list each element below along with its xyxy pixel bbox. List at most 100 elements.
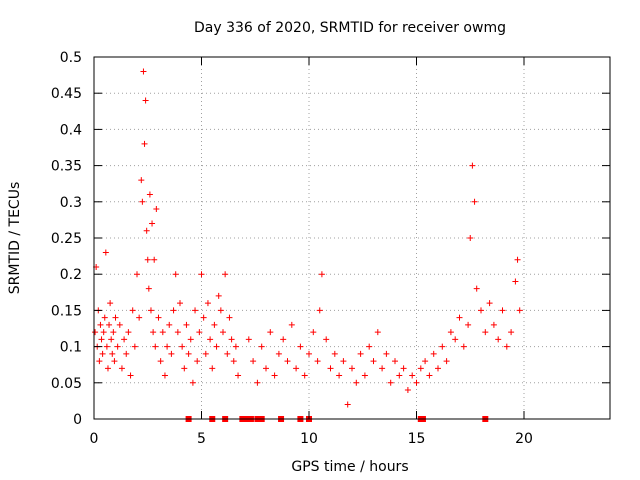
data-point bbox=[207, 336, 214, 343]
data-point bbox=[392, 358, 398, 365]
data-point bbox=[220, 329, 226, 336]
data-point bbox=[107, 300, 114, 307]
data-point bbox=[102, 249, 109, 256]
data-point bbox=[422, 358, 429, 365]
data-point bbox=[211, 321, 218, 328]
data-point bbox=[447, 329, 454, 336]
data-point bbox=[164, 343, 171, 350]
data-point bbox=[106, 321, 113, 328]
data-point bbox=[443, 358, 450, 365]
x-tick-label: 5 bbox=[197, 431, 206, 447]
data-point bbox=[198, 271, 205, 278]
data-point bbox=[196, 329, 203, 336]
data-point bbox=[396, 372, 403, 379]
y-tick-label: 0.4 bbox=[60, 122, 82, 138]
data-point bbox=[426, 372, 433, 379]
data-point bbox=[116, 321, 123, 328]
data-point bbox=[101, 314, 108, 321]
data-point bbox=[123, 350, 130, 357]
data-point bbox=[138, 177, 145, 184]
data-point bbox=[409, 372, 416, 379]
data-point bbox=[430, 350, 437, 357]
data-points bbox=[92, 68, 523, 408]
data-point bbox=[370, 358, 377, 365]
chart-title: Day 336 of 2020, SRMTID for receiver owm… bbox=[194, 20, 506, 36]
data-point bbox=[288, 321, 295, 328]
data-point bbox=[118, 365, 125, 372]
data-point bbox=[235, 372, 242, 379]
data-point bbox=[181, 365, 188, 372]
data-point bbox=[226, 314, 233, 321]
data-point bbox=[96, 358, 103, 365]
data-point bbox=[465, 321, 472, 328]
data-point bbox=[495, 336, 502, 343]
x-tick-label: 20 bbox=[515, 431, 533, 447]
data-point bbox=[499, 307, 506, 314]
data-point bbox=[512, 278, 519, 285]
data-point bbox=[147, 307, 154, 314]
x-axis-label: GPS time / hours bbox=[291, 459, 408, 475]
data-point bbox=[361, 372, 368, 379]
data-point bbox=[144, 256, 151, 263]
data-point bbox=[149, 220, 156, 227]
data-point bbox=[250, 358, 257, 365]
data-point bbox=[508, 329, 515, 336]
data-point bbox=[215, 292, 222, 299]
data-point bbox=[213, 343, 220, 350]
data-point bbox=[189, 379, 196, 386]
data-point bbox=[204, 300, 211, 307]
data-point bbox=[254, 379, 261, 386]
data-point bbox=[366, 343, 373, 350]
data-point bbox=[340, 358, 347, 365]
data-point bbox=[400, 365, 407, 372]
data-point bbox=[108, 336, 115, 343]
data-point bbox=[194, 358, 201, 365]
data-point bbox=[185, 350, 192, 357]
data-point bbox=[467, 235, 474, 241]
data-point bbox=[112, 314, 119, 321]
data-point bbox=[111, 358, 118, 365]
data-point bbox=[230, 358, 237, 365]
data-point bbox=[98, 336, 105, 343]
data-point bbox=[456, 314, 463, 321]
data-point bbox=[383, 350, 390, 357]
data-point bbox=[349, 365, 355, 372]
data-point bbox=[100, 329, 107, 336]
data-point bbox=[99, 350, 106, 357]
data-point bbox=[183, 321, 190, 328]
y-tick-label: 0 bbox=[73, 412, 82, 428]
data-point bbox=[379, 365, 386, 372]
data-point bbox=[103, 343, 110, 350]
data-point bbox=[166, 321, 173, 328]
data-point bbox=[140, 68, 147, 75]
data-point bbox=[161, 372, 168, 379]
data-point bbox=[146, 191, 153, 198]
data-point bbox=[357, 350, 364, 357]
data-point bbox=[145, 285, 152, 292]
data-point bbox=[172, 271, 179, 278]
data-point bbox=[353, 379, 360, 386]
data-point bbox=[271, 372, 278, 379]
data-point bbox=[224, 350, 231, 357]
data-point bbox=[134, 271, 140, 278]
data-point bbox=[151, 256, 158, 263]
data-point bbox=[439, 343, 446, 350]
data-point bbox=[413, 379, 420, 386]
data-point bbox=[318, 271, 325, 278]
data-point bbox=[435, 365, 441, 372]
data-point bbox=[159, 329, 166, 336]
data-point bbox=[217, 307, 224, 314]
data-point bbox=[516, 307, 523, 314]
data-point bbox=[471, 198, 478, 205]
data-point bbox=[97, 321, 104, 328]
data-point bbox=[200, 314, 207, 321]
x-tick-labels: 0 5 10 15 20 bbox=[90, 431, 533, 447]
data-point bbox=[275, 350, 282, 357]
data-point bbox=[139, 198, 146, 205]
y-tick-label: 0.35 bbox=[51, 159, 82, 175]
data-point bbox=[417, 365, 424, 372]
data-point bbox=[125, 329, 132, 336]
data-point bbox=[179, 343, 186, 350]
data-point bbox=[258, 343, 265, 350]
